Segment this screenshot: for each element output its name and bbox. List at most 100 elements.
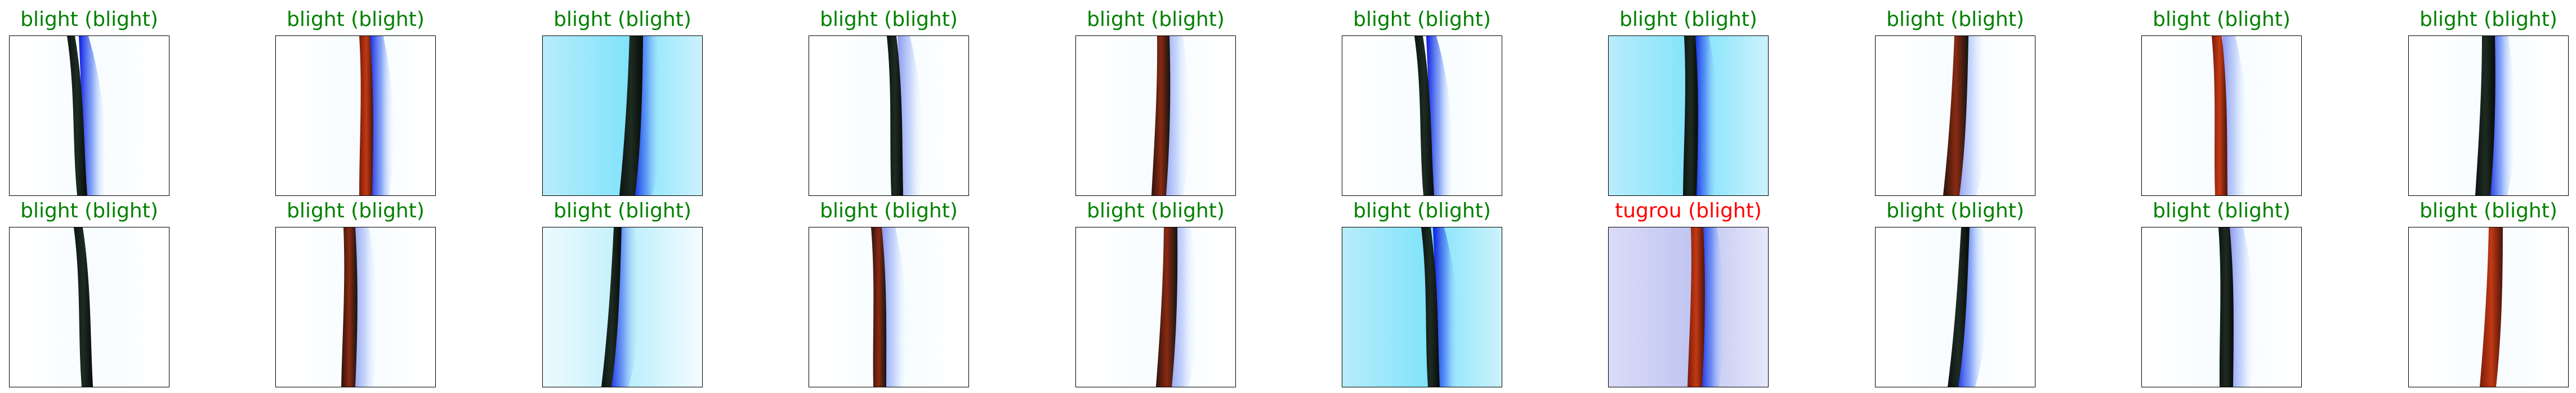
prediction-title: blight (blight) [2419, 199, 2557, 222]
leaf-photo [809, 227, 968, 387]
leaf-photo [276, 36, 435, 195]
leaf-shadow [882, 227, 908, 387]
leaf-photo [543, 36, 702, 195]
prediction-panel: blight (blight) [1075, 195, 1236, 387]
prediction-title: blight (blight) [287, 8, 425, 31]
prediction-panel: tugrou (blight) [1608, 195, 1769, 387]
leaf-photo [2409, 227, 2568, 387]
prediction-panel: blight (blight) [2141, 195, 2302, 387]
leaf-shadow [2222, 36, 2248, 195]
prediction-panel: blight (blight) [2408, 4, 2569, 196]
leaf-photo [10, 36, 169, 195]
leaf-blade [359, 36, 373, 195]
leaf-image [1608, 227, 1769, 387]
leaf-blade [887, 36, 903, 195]
leaf-blade [1948, 227, 1970, 387]
prediction-panel: blight (blight) [275, 195, 436, 387]
leaf-blade [1943, 36, 1968, 195]
leaf-image [2408, 227, 2569, 387]
leaf-blade [1687, 227, 1705, 387]
leaf-image [1608, 35, 1769, 196]
leaf-image [1342, 227, 1502, 387]
leaf-image [2141, 35, 2302, 196]
leaf-shadow [352, 227, 378, 387]
leaf-photo [2142, 36, 2301, 195]
prediction-title: blight (blight) [1886, 199, 2024, 222]
prediction-title: blight (blight) [287, 199, 425, 222]
leaf-blade [2475, 36, 2495, 195]
leaf-image [2141, 227, 2302, 387]
leaf-image [1075, 35, 1236, 196]
prediction-panel: blight (blight) [1342, 4, 1502, 196]
leaf-blade [601, 227, 622, 387]
leaf-image [809, 227, 969, 387]
leaf-image [1075, 227, 1236, 387]
leaf-blade [1421, 227, 1440, 387]
leaf-blade [2218, 227, 2234, 387]
leaf-image [2408, 35, 2569, 196]
leaf-blade [2480, 227, 2503, 387]
prediction-panel: blight (blight) [542, 195, 703, 387]
prediction-title: blight (blight) [20, 199, 158, 222]
leaf-image [1875, 227, 2035, 387]
leaf-image [9, 227, 169, 387]
leaf-blade [1156, 227, 1178, 387]
prediction-title: blight (blight) [2153, 199, 2291, 222]
leaf-blade [619, 36, 643, 195]
prediction-title: blight (blight) [1087, 8, 1225, 31]
leaf-shadow [1699, 227, 1726, 387]
prediction-title: tugrou (blight) [1615, 199, 1762, 222]
leaf-image [275, 227, 436, 387]
leaf-blade [1414, 36, 1434, 195]
leaf-photo [2142, 227, 2301, 387]
prediction-title: blight (blight) [1886, 8, 2024, 31]
prediction-title: blight (blight) [820, 8, 958, 31]
leaf-photo [1609, 227, 1768, 387]
prediction-title: blight (blight) [1087, 199, 1225, 222]
leaf-photo [543, 227, 702, 387]
prediction-panel: blight (blight) [809, 195, 969, 387]
leaf-image [9, 35, 169, 196]
prediction-panel: blight (blight) [1608, 4, 1769, 196]
leaf-photo [1876, 36, 2035, 195]
leaf-shadow [369, 36, 394, 195]
leaf-blade [1683, 36, 1698, 195]
prediction-title: blight (blight) [1619, 8, 1757, 31]
leaf-image [542, 227, 703, 387]
leaf-photo [276, 227, 435, 387]
prediction-panel: blight (blight) [809, 4, 969, 196]
prediction-title: blight (blight) [1353, 199, 1491, 222]
leaf-blade [871, 227, 887, 387]
leaf-photo [1076, 227, 1235, 387]
leaf-blade [74, 227, 93, 387]
leaf-shadow [898, 36, 923, 195]
prediction-panel: blight (blight) [2408, 195, 2569, 387]
photo-background [276, 36, 435, 195]
leaf-shadow [2229, 227, 2254, 387]
prediction-panel: blight (blight) [1342, 195, 1502, 387]
leaf-photo [10, 227, 169, 387]
leaf-photo [809, 36, 968, 195]
leaf-blade [341, 227, 358, 387]
prediction-title: blight (blight) [1353, 8, 1491, 31]
prediction-panel: blight (blight) [1075, 4, 1236, 196]
leaf-image [1342, 35, 1502, 196]
prediction-title: blight (blight) [820, 199, 958, 222]
prediction-title: blight (blight) [2419, 8, 2557, 31]
prediction-title: blight (blight) [553, 199, 691, 222]
prediction-title: blight (blight) [20, 8, 158, 31]
photo-background [809, 36, 968, 195]
leaf-blade [67, 36, 87, 195]
leaf-photo [1609, 36, 1768, 195]
leaf-photo [1076, 36, 1235, 195]
photo-background [1076, 227, 1235, 387]
prediction-panel: blight (blight) [1875, 4, 2035, 196]
leaf-photo [2409, 36, 2568, 195]
leaf-image [275, 35, 436, 196]
leaf-blade [1151, 36, 1171, 195]
prediction-panel: blight (blight) [9, 195, 169, 387]
prediction-panel: blight (blight) [2141, 4, 2302, 196]
leaf-image [542, 35, 703, 196]
prediction-panel: blight (blight) [275, 4, 436, 196]
leaf-shadow [1433, 227, 1459, 387]
